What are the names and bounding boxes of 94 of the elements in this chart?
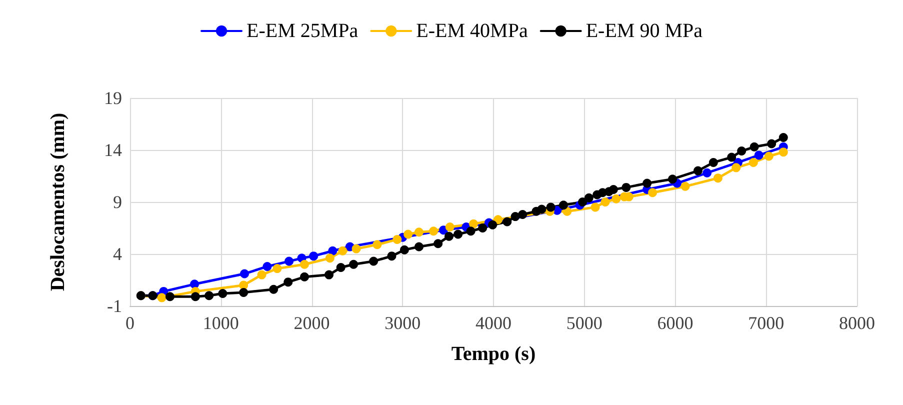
x-tick-label: 5000 bbox=[566, 313, 602, 333]
point bbox=[257, 270, 266, 280]
legend-label: E-EM 90 MPa bbox=[586, 20, 703, 42]
point bbox=[778, 133, 788, 142]
point bbox=[325, 254, 334, 263]
point bbox=[309, 252, 318, 261]
point bbox=[502, 217, 512, 226]
point bbox=[369, 256, 378, 266]
y-tick-label: 4 bbox=[113, 244, 122, 264]
point bbox=[218, 289, 228, 298]
point bbox=[157, 293, 166, 302]
point bbox=[190, 292, 200, 302]
point bbox=[434, 239, 443, 248]
point bbox=[338, 246, 348, 256]
x-axis-title: Tempo (s) bbox=[451, 343, 536, 365]
point bbox=[400, 245, 409, 254]
point bbox=[204, 291, 214, 300]
y-tick-label: 14 bbox=[104, 140, 122, 160]
point bbox=[300, 260, 309, 269]
point bbox=[404, 230, 413, 239]
point bbox=[608, 185, 618, 194]
point bbox=[737, 146, 746, 156]
point bbox=[444, 232, 454, 241]
point bbox=[767, 139, 776, 148]
point bbox=[518, 210, 528, 219]
point bbox=[272, 264, 282, 274]
point bbox=[590, 202, 600, 212]
point bbox=[494, 215, 503, 224]
point bbox=[336, 263, 346, 272]
point bbox=[648, 188, 658, 198]
point bbox=[300, 272, 309, 282]
x-tick-label: 7000 bbox=[748, 313, 784, 333]
legend-label: E-EM 25MPa bbox=[246, 20, 358, 42]
y-tick-label: 19 bbox=[104, 88, 122, 108]
point bbox=[578, 198, 588, 206]
point bbox=[600, 198, 610, 206]
point bbox=[392, 234, 402, 244]
point bbox=[612, 194, 621, 204]
x-tick-label: 2000 bbox=[294, 313, 330, 333]
point bbox=[414, 228, 424, 237]
point bbox=[262, 262, 272, 271]
point bbox=[349, 260, 358, 269]
point bbox=[680, 182, 690, 191]
point bbox=[642, 178, 652, 188]
point bbox=[239, 288, 248, 297]
x-tick-label: 0 bbox=[126, 313, 134, 333]
point bbox=[284, 278, 293, 287]
point bbox=[584, 193, 594, 202]
point bbox=[622, 182, 631, 192]
point bbox=[478, 224, 488, 232]
point bbox=[510, 212, 520, 222]
point bbox=[328, 246, 338, 256]
y-tick-label: -1 bbox=[107, 296, 122, 316]
x-tick-label: 3000 bbox=[384, 313, 421, 333]
point bbox=[445, 222, 454, 232]
point bbox=[668, 174, 678, 184]
point bbox=[713, 174, 722, 183]
point bbox=[469, 219, 478, 228]
point bbox=[269, 284, 278, 294]
point bbox=[732, 163, 741, 172]
x-tick-label: 8000 bbox=[839, 313, 875, 333]
point bbox=[165, 292, 174, 302]
point bbox=[727, 152, 736, 162]
point bbox=[239, 280, 248, 290]
point bbox=[240, 269, 250, 278]
point bbox=[284, 256, 294, 266]
point bbox=[562, 206, 572, 216]
x-tick-label: 6000 bbox=[657, 313, 694, 333]
y-axis-title: Deslocamentos (mm) bbox=[47, 112, 69, 292]
point bbox=[537, 204, 546, 214]
point bbox=[429, 226, 438, 236]
x-tick-label: 1000 bbox=[202, 313, 239, 333]
point bbox=[754, 150, 764, 160]
point bbox=[372, 240, 382, 250]
point bbox=[454, 230, 463, 239]
point bbox=[764, 152, 774, 161]
point bbox=[414, 242, 424, 252]
point bbox=[488, 220, 498, 230]
point bbox=[190, 280, 200, 289]
x-tick-label: 4000 bbox=[476, 313, 512, 333]
point bbox=[546, 202, 556, 212]
point bbox=[778, 148, 788, 157]
point bbox=[466, 226, 476, 236]
point bbox=[324, 270, 334, 280]
legend-label: E-EM 40MPa bbox=[416, 20, 528, 42]
point bbox=[702, 168, 712, 178]
point bbox=[693, 166, 702, 176]
point bbox=[387, 252, 396, 261]
point bbox=[708, 158, 718, 167]
point bbox=[352, 244, 361, 254]
y-tick-label: 9 bbox=[113, 192, 122, 212]
point bbox=[558, 200, 568, 210]
point bbox=[748, 158, 758, 167]
point bbox=[750, 142, 759, 152]
